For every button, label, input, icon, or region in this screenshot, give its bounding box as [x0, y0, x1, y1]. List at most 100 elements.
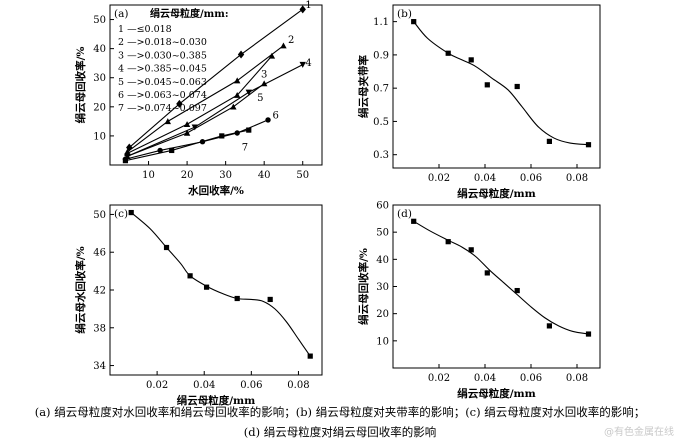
- y-tick-label-a-2: 30: [93, 73, 106, 84]
- y-tick-label-c-0: 34: [93, 361, 106, 372]
- plot-frame-b: [392, 4, 601, 169]
- data-point-b-5: [546, 138, 552, 144]
- panel-label-c: (c): [114, 208, 128, 220]
- legend-entry-3: 3 —>0.030~0.385: [118, 50, 207, 61]
- caption-line-1: (a) 绢云母粒度对水回收率和绢云母回收率的影响；(b) 绢云母粒度对夹带率的影…: [34, 405, 646, 419]
- data-point-c-0: [128, 209, 134, 216]
- x-tick-label-c-0: 0.02: [146, 380, 168, 391]
- panel-label-b: (b): [397, 8, 412, 20]
- x-tick-label-d-1: 0.04: [474, 373, 496, 384]
- y-tick-label-b-3: 0.9: [373, 50, 389, 61]
- data-point-c-2: [187, 273, 193, 279]
- x-axis-title-b: 绢云母粒度/mm: [457, 187, 536, 200]
- data-point-d-5: [546, 323, 552, 329]
- y-tick-label-d-3: 40: [376, 255, 389, 266]
- x-axis-title-d: 绢云母粒度/mm: [457, 387, 536, 400]
- y-tick-label-b-1: 0.5: [373, 117, 389, 128]
- data-point-d-1: [445, 239, 451, 245]
- line-label-5: 5: [257, 93, 263, 104]
- y-tick-label-c-4: 50: [93, 210, 106, 221]
- data-point-c-1: [163, 244, 170, 251]
- series-3-point-2: [234, 91, 241, 98]
- data-point-b-0: [411, 19, 417, 25]
- x-tick-label-a-3: 40: [258, 170, 271, 181]
- y-axis-title-a: 绢云母回收率/%: [74, 47, 87, 124]
- plot-frame-c: [109, 204, 323, 376]
- data-point-c-3: [203, 284, 210, 290]
- data-point-d-2: [468, 247, 474, 253]
- x-tick-label-c-1: 0.04: [193, 380, 215, 391]
- x-tick-label-a-0: 10: [142, 170, 155, 181]
- fit-curve-b: [413, 21, 589, 146]
- series-3-point-1: [183, 121, 191, 127]
- data-point-b-4: [514, 83, 520, 90]
- data-point-c-5: [267, 296, 273, 303]
- x-tick-label-a-2: 30: [219, 170, 232, 181]
- series-1-point-3: [299, 5, 306, 14]
- y-tick-label-d-4: 50: [376, 228, 389, 239]
- legend-entry-1: 1 —≤0.018: [118, 24, 172, 35]
- y-axis-title-c: 绢云母水回收率/%: [74, 246, 87, 333]
- series-7-point-3: [246, 127, 252, 133]
- line-label-2: 2: [288, 35, 294, 46]
- x-tick-label-a-1: 20: [181, 170, 194, 181]
- series-2-point-1: [164, 118, 172, 125]
- line-label-3: 3: [261, 70, 267, 81]
- series-7-point-2: [219, 133, 225, 139]
- series-4-point-3: [299, 61, 306, 68]
- data-point-b-6: [585, 142, 592, 148]
- y-tick-label-a-1: 20: [93, 102, 106, 113]
- series-1-point-1: [176, 99, 183, 108]
- series-2-point-3: [280, 42, 287, 49]
- fit-curve-c: [130, 212, 311, 357]
- y-tick-label-d-2: 30: [376, 282, 389, 293]
- y-tick-label-c-2: 42: [93, 286, 106, 297]
- data-point-c-6: [307, 353, 313, 359]
- line-label-7: 7: [242, 142, 248, 153]
- watermark: @有色金属在线: [604, 427, 674, 438]
- y-tick-label-c-1: 38: [93, 323, 106, 334]
- y-axis-title-b: 绢云母夹带率: [357, 55, 370, 118]
- data-point-d-0: [411, 218, 417, 224]
- x-tick-label-b-0: 0.02: [428, 173, 450, 184]
- series-4-point-2: [245, 89, 252, 96]
- series-line-3: [127, 55, 273, 154]
- y-tick-label-d-5: 60: [376, 201, 389, 212]
- data-point-d-4: [514, 287, 520, 294]
- data-point-c-4: [234, 295, 240, 302]
- legend-entry-6: 6 —>0.063~0.074: [118, 90, 207, 101]
- line-label-4: 4: [305, 58, 311, 69]
- panel-label-d: (d): [397, 208, 412, 220]
- x-tick-label-d-0: 0.02: [428, 373, 450, 384]
- series-5-point-2: [230, 103, 237, 110]
- legend-entry-4: 4 —>0.385~0.045: [118, 64, 207, 75]
- y-tick-label-d-1: 20: [376, 309, 389, 320]
- x-tick-label-b-2: 0.06: [520, 173, 542, 184]
- caption-line-2: (d) 绢云母粒度对绢云母回收率的影响: [243, 425, 437, 439]
- legend-entry-2: 2 —>0.018~0.030: [118, 37, 207, 48]
- data-point-b-3: [484, 82, 490, 88]
- data-point-b-2: [468, 57, 474, 63]
- plot-frame-a: [109, 4, 323, 166]
- series-5-point-3: [260, 80, 268, 87]
- panel-label-a: (a): [114, 8, 128, 20]
- series-5-point-1: [183, 129, 191, 136]
- y-tick-label-b-4: 1.1: [373, 17, 389, 28]
- series-line-7: [125, 129, 249, 162]
- series-4-point-1: [191, 124, 198, 131]
- series-line-4: [127, 64, 303, 157]
- y-tick-label-a-0: 10: [93, 131, 106, 142]
- x-tick-label-c-3: 0.08: [287, 380, 309, 391]
- x-tick-label-a-4: 50: [296, 170, 309, 181]
- x-tick-label-d-2: 0.06: [520, 373, 542, 384]
- y-tick-label-b-0: 0.3: [373, 150, 389, 161]
- data-point-d-6: [585, 331, 592, 337]
- data-point-b-1: [445, 50, 451, 56]
- line-label-6: 6: [273, 110, 279, 121]
- fit-curve-d: [413, 220, 589, 335]
- y-axis-title-d: 绢云母回收率/%: [357, 248, 370, 325]
- series-line-5: [127, 83, 265, 157]
- x-tick-label-b-1: 0.04: [474, 173, 496, 184]
- series-6-point-4: [265, 117, 271, 123]
